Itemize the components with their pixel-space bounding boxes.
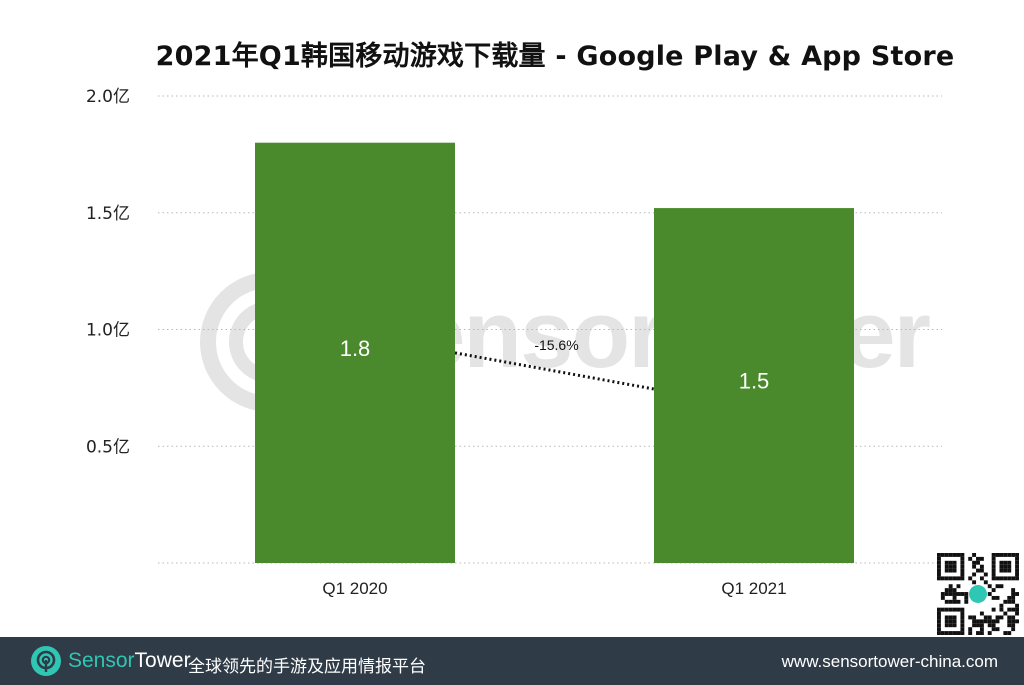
chart-title: 2021年Q1韩国移动游戏下载量 - Google Play & App Sto… — [155, 41, 955, 72]
y-tick-label: 1.0亿 — [86, 321, 130, 341]
qr-code-icon — [937, 553, 1019, 635]
x-tick-label: Q1 2020 — [322, 579, 387, 598]
change-trend-line — [454, 351, 655, 391]
footer-url-link[interactable]: www.sensortower-china.com — [781, 652, 998, 671]
bar — [255, 142, 455, 563]
bar-data-label: 1.5 — [739, 369, 770, 394]
y-tick-label: 2.0亿 — [86, 87, 130, 107]
change-percent-label: -15.6% — [534, 337, 578, 353]
footer-brand-tower: Tower — [134, 649, 191, 672]
x-tick-label: Q1 2021 — [721, 579, 786, 598]
footer-brand: SensorTower — [68, 649, 191, 673]
y-tick-label: 0.5亿 — [86, 437, 130, 457]
labels: 0.5亿 1.0亿 1.5亿 2.0亿 1.8 Q1 2020 1.5 Q1 2021 -15.… — [86, 87, 787, 598]
y-tick-label: 1.5亿 — [86, 204, 130, 224]
bar-chart: 0.5亿 1.0亿 1.5亿 2.0亿 1.8 Q1 2020 1.5 Q1 2021 -15.… — [86, 87, 942, 598]
bars — [255, 142, 854, 563]
footer-brand-sensor: Sensor — [68, 649, 135, 672]
bar-data-label: 1.8 — [340, 336, 371, 361]
bar — [654, 208, 854, 563]
footer-tagline: 全球领先的手游及应用情报平台 — [188, 657, 426, 677]
footer-bar: SensorTower 全球领先的手游及应用情报平台 www.sensortow… — [0, 637, 1024, 685]
sensortower-logo-icon — [31, 646, 61, 676]
